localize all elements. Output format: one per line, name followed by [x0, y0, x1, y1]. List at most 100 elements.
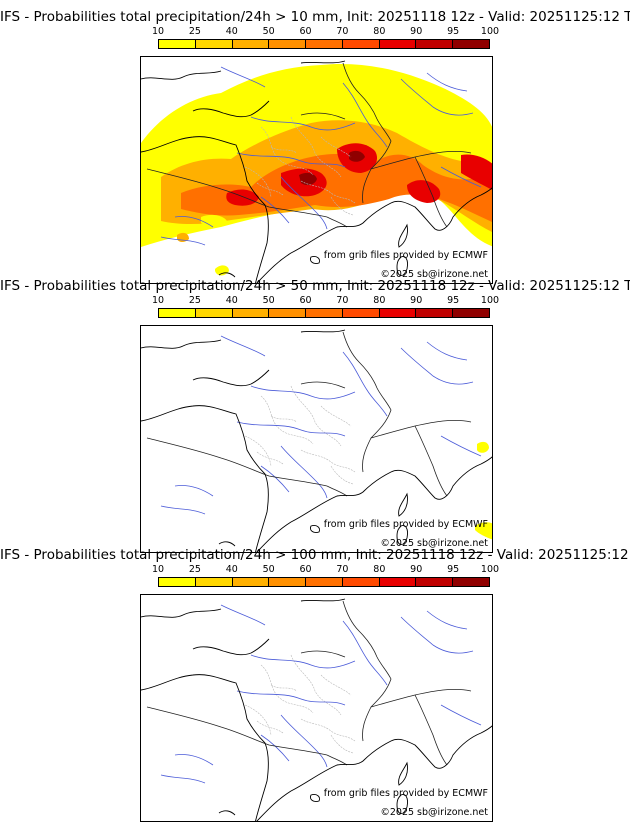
colorscale-tick-label: 10: [151, 26, 165, 37]
coastline: [218, 272, 236, 278]
colorscale-tick-label: 40: [225, 295, 238, 306]
colorscale-tick-label: 80: [373, 295, 386, 306]
region-boundary: [270, 146, 298, 154]
coastline: [310, 794, 320, 802]
river: [342, 82, 388, 148]
colorscale-bar: [158, 39, 490, 49]
region-boundary: [260, 126, 314, 176]
coastline: [300, 60, 346, 64]
colorscale-bin: [195, 40, 233, 48]
site-credit: ©2025 sb@irizone.net: [380, 538, 488, 549]
river: [220, 604, 266, 626]
colorscale-bin: [232, 578, 270, 586]
coastline: [300, 329, 346, 333]
region-boundary: [320, 136, 352, 158]
coastline: [192, 100, 270, 118]
coastline: [398, 492, 408, 517]
river: [400, 78, 474, 116]
country-border: [146, 706, 328, 756]
river: [250, 654, 356, 669]
river: [250, 116, 356, 131]
colorscale-tick-label: 100: [480, 295, 500, 306]
coastline: [396, 256, 408, 276]
colorscale-tick-label: 50: [262, 26, 275, 37]
colorscale-bin: [269, 578, 307, 586]
colorscale-labels: 10 25 40 50 60 70 80 90 95 100: [152, 295, 499, 307]
probability-area: [349, 150, 365, 162]
colorscale-bin: [159, 309, 196, 317]
coastline: [218, 810, 236, 816]
region-boundary: [330, 465, 354, 485]
region-boundary: [270, 415, 298, 423]
colorscale-bin: [342, 309, 380, 317]
river: [440, 435, 482, 457]
region-boundary: [320, 674, 352, 696]
panel-title: IFS - Probabilities total precipitation/…: [0, 547, 630, 563]
coastline: [396, 794, 408, 814]
coastline: [300, 598, 346, 602]
probability-map: from grib files provided by ECMWF ©2025 …: [140, 56, 493, 284]
river: [400, 616, 474, 654]
country-border: [342, 62, 392, 204]
region-boundary: [256, 720, 284, 734]
colorscale-bar: [158, 577, 490, 587]
probability-area: [201, 214, 227, 226]
country-border: [326, 216, 348, 228]
river: [426, 341, 468, 361]
country-border: [370, 688, 472, 708]
country-border: [300, 650, 346, 658]
colorscale-tick-label: 100: [480, 26, 500, 37]
colorscale-bin: [232, 309, 270, 317]
region-boundary: [244, 704, 272, 736]
coastline: [218, 541, 236, 547]
region-boundary: [300, 718, 356, 742]
probability-area: [181, 154, 492, 223]
map-panel-100mm: IFS - Probabilities total precipitation/…: [0, 547, 630, 822]
region-boundary: [260, 395, 314, 445]
colorscale-tick-label: 10: [151, 564, 165, 575]
map-panel-50mm: IFS - Probabilities total precipitation/…: [0, 278, 630, 553]
colorscale-bin: [342, 40, 380, 48]
colorscale-bin: [306, 578, 343, 586]
colorscale-tick-label: 25: [188, 26, 201, 37]
river: [220, 66, 266, 88]
colorscale-bin: [306, 309, 343, 317]
site-credit: ©2025 sb@irizone.net: [380, 807, 488, 818]
river: [280, 176, 328, 230]
probability-area: [215, 265, 229, 276]
colorscale-bin: [416, 40, 454, 48]
coastline: [310, 525, 320, 533]
country-border: [300, 381, 346, 389]
coastline: [141, 136, 269, 283]
country-border: [326, 485, 348, 497]
map-base-layer: [141, 329, 492, 552]
river: [160, 505, 206, 515]
region-boundary: [256, 451, 284, 465]
region-boundary: [330, 734, 354, 754]
colorscale-tick-label: 95: [447, 26, 460, 37]
colorscale-bin: [379, 40, 417, 48]
colorscale-tick-label: 70: [336, 295, 349, 306]
coastline: [141, 339, 222, 349]
country-border: [300, 112, 346, 120]
region-boundary: [270, 684, 298, 692]
probability-area: [461, 154, 492, 190]
colorscale-bin: [416, 578, 454, 586]
colorscale-bin: [306, 40, 343, 48]
probability-fill-layer: [141, 63, 492, 276]
map-svg: [141, 329, 492, 552]
map-panel-10mm: IFS - Probabilities total precipitation/…: [0, 9, 630, 284]
colorscale-bin: [379, 578, 417, 586]
site-credit: ©2025 sb@irizone.net: [380, 269, 488, 280]
country-border: [342, 600, 392, 742]
map-base-layer: [141, 598, 492, 821]
probability-area: [475, 522, 492, 540]
river: [400, 347, 474, 385]
country-border: [414, 425, 448, 497]
river: [236, 152, 346, 168]
coastline: [141, 674, 269, 821]
colorscale-bin: [195, 578, 233, 586]
colorscale-bin: [379, 309, 417, 317]
colorscale-tick-label: 90: [410, 26, 423, 37]
colorscale-tick-label: 70: [336, 564, 349, 575]
